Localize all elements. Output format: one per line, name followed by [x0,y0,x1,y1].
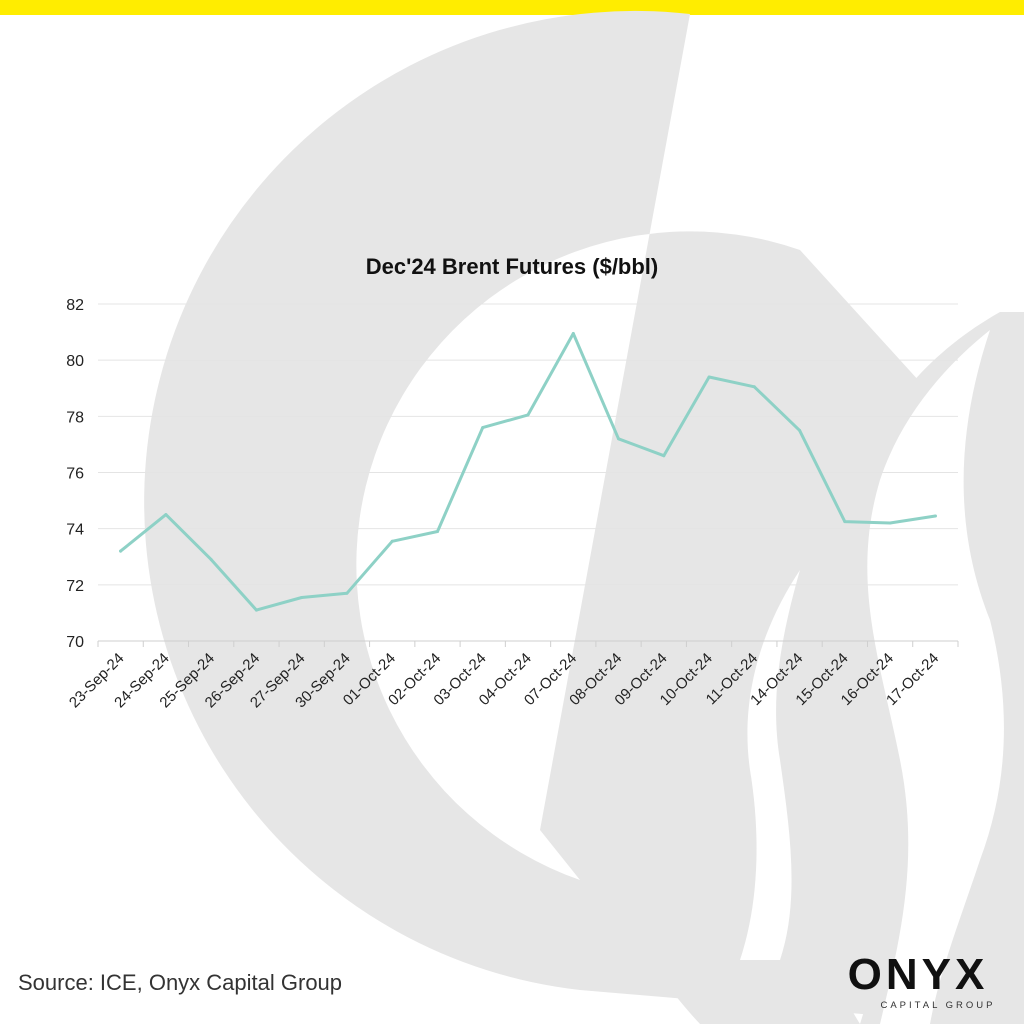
y-axis-ticks: 70 72 74 76 78 80 82 [66,297,84,651]
source-note: Source: ICE, Onyx Capital Group [18,970,343,995]
logo-subtitle: CAPITAL GROUP [880,1000,996,1011]
data-point [888,521,892,525]
data-point [662,454,666,458]
data-point [254,608,258,612]
data-point [526,413,530,417]
y-tick-label: 78 [66,409,84,426]
y-tick-label: 80 [66,353,84,370]
y-tick-label: 82 [66,297,84,314]
x-axis-ticks: 23-Sep-2424-Sep-2425-Sep-2426-Sep-2427-S… [66,641,959,711]
y-tick-label: 74 [66,522,84,539]
data-point [390,539,394,543]
data-point [798,428,802,432]
onyx-logo: ONYX CAPITAL GROUP [832,952,1004,1014]
data-point [707,375,711,379]
data-point [843,520,847,524]
series-line-layer [119,332,937,612]
y-tick-label: 72 [66,578,84,595]
chart-title: Dec'24 Brent Futures ($/bbl) [365,254,659,279]
data-point [119,549,123,553]
gridlines [98,303,958,586]
data-point [571,332,575,335]
brand-accent-bar [0,0,1024,15]
data-point [481,426,485,430]
data-point [209,558,213,562]
data-point [436,530,439,533]
y-tick-label: 76 [66,466,84,483]
data-point [752,385,756,389]
data-point [300,596,304,599]
data-point [345,591,349,595]
logo-wordmark: ONYX [847,950,989,999]
series-line [119,332,937,612]
data-point [617,437,620,441]
data-point [164,513,168,517]
data-point [933,514,937,518]
y-tick-label: 70 [66,634,84,651]
